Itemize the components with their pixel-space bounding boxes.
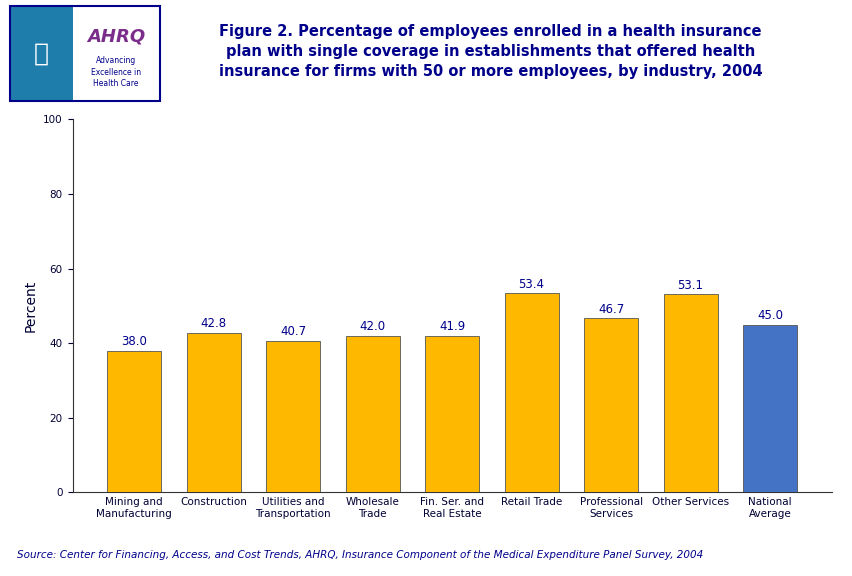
Text: 38.0: 38.0 — [121, 335, 147, 348]
Text: Advancing
Excellence in
Health Care: Advancing Excellence in Health Care — [91, 56, 141, 88]
Text: 42.0: 42.0 — [359, 320, 385, 333]
Bar — [10, 6, 159, 101]
Bar — [106, 351, 161, 492]
Text: 41.9: 41.9 — [439, 320, 464, 334]
Bar — [345, 336, 399, 492]
Bar — [424, 336, 479, 492]
Bar — [504, 293, 558, 492]
Text: 46.7: 46.7 — [597, 302, 624, 316]
Text: Source: Center for Financing, Access, and Cost Trends, AHRQ, Insurance Component: Source: Center for Financing, Access, an… — [17, 550, 703, 560]
Bar — [584, 318, 637, 492]
Bar — [663, 294, 717, 492]
Text: 🦅: 🦅 — [34, 41, 49, 66]
Bar — [266, 340, 320, 492]
Text: 53.4: 53.4 — [518, 278, 544, 290]
Text: 42.8: 42.8 — [200, 317, 227, 330]
Bar — [187, 333, 240, 492]
Text: 40.7: 40.7 — [279, 325, 306, 338]
Text: 53.1: 53.1 — [676, 279, 703, 291]
Bar — [742, 324, 797, 492]
Bar — [10, 6, 72, 101]
Text: 45.0: 45.0 — [757, 309, 782, 322]
Text: Figure 2. Percentage of employees enrolled in a health insurance
plan with singl: Figure 2. Percentage of employees enroll… — [218, 24, 762, 79]
Text: AHRQ: AHRQ — [87, 28, 145, 46]
Y-axis label: Percent: Percent — [24, 280, 37, 332]
